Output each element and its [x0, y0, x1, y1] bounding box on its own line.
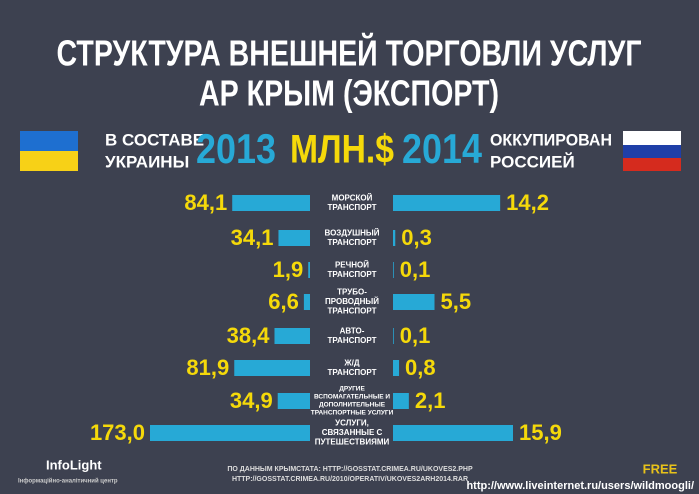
category-label: АВТО- [340, 326, 365, 335]
bar [274, 328, 310, 344]
value-label: 0,8 [405, 355, 436, 380]
value-label: 84,1 [184, 190, 227, 215]
category-label: ВОЗДУШНЫЙ [325, 228, 380, 237]
value-label: 0,1 [400, 323, 431, 348]
category-label: ДОПОЛНИТЕЛЬНЫЕ [319, 402, 386, 409]
value-label: 15,9 [519, 420, 562, 445]
value-label: 34,1 [231, 225, 274, 250]
category-label: ТРАНСПОРТНЫЕ УСЛУГИ [311, 410, 394, 417]
series-name: 2013 [196, 125, 276, 172]
category-label: ТРАНСПОРТ [328, 270, 377, 279]
value-label: 6,6 [268, 289, 299, 314]
value-label: 2,1 [415, 388, 446, 413]
value-label: 5,5 [441, 289, 472, 314]
category-label: ТРУБО- [337, 288, 367, 297]
category-label: ВСПОМАГАТЕЛЬНЫЕ И [314, 394, 390, 401]
badge: FREE [643, 461, 678, 476]
category-label: Ж/Д [343, 358, 359, 367]
source: ПО ДАННЫМ КРЫМСТАТА: HTTP://GOSSTAT.CRIM… [227, 466, 473, 473]
bar [278, 230, 310, 246]
category-label: ТРАНСПОРТ [328, 336, 377, 345]
bar [393, 195, 501, 211]
source: HTTP://GOSSTAT.CRIMEA.RU/2010/OPERATIV/U… [232, 476, 468, 483]
right-label: ОККУПИРОВАН [490, 130, 612, 149]
category-label: СВЯЗАННЫЕ С [322, 428, 383, 437]
category-label: ПУТЕШЕСТВИЯМИ [315, 438, 390, 447]
category-label: ТРАНСПОРТ [328, 238, 377, 247]
bar [393, 425, 513, 441]
category-label: РЕЧНОЙ [335, 260, 369, 269]
value-label: 38,4 [227, 323, 271, 348]
bar [393, 393, 409, 409]
category-label: УСЛУГИ, [335, 419, 369, 428]
bar [393, 328, 394, 344]
category-label: ТРАНСПОРТ [328, 203, 377, 212]
value-label: 81,9 [186, 355, 229, 380]
bar [308, 262, 310, 278]
bar [393, 262, 394, 278]
value-label: 34,9 [230, 388, 273, 413]
bar [303, 294, 310, 310]
right-label: РОССИЕЙ [490, 152, 575, 171]
value-label: 14,2 [506, 190, 549, 215]
unit: МЛН.$ [290, 128, 394, 172]
bar [150, 425, 310, 441]
value-label: 0,1 [400, 257, 431, 282]
category-label: ТРАНСПОРТ [328, 368, 377, 377]
left-label: УКРАИНЫ [105, 152, 189, 171]
logo: InfoLight [46, 457, 102, 472]
bar [393, 294, 435, 310]
russia-flag [623, 131, 681, 171]
value-label: 0,3 [401, 225, 432, 250]
value-label: 1,9 [273, 257, 304, 282]
ukraine-flag [20, 131, 78, 171]
left-label: В СОСТАВЕ [105, 130, 204, 149]
category-label: ПРОВОДНЫЙ [325, 297, 379, 306]
watermark: http://www.liveinternet.ru/users/wildmoo… [466, 480, 694, 492]
bar [393, 360, 400, 376]
title-line: СТРУКТУРА ВНЕШНЕЙ ТОРГОВЛИ УСЛУГ [57, 32, 642, 74]
bar [277, 393, 310, 409]
bar [232, 195, 310, 211]
value-label: 173,0 [90, 420, 145, 445]
series-name: 2014 [402, 125, 483, 172]
bar [393, 230, 396, 246]
title-line: АР КРЫМ (ЭКСПОРТ) [199, 73, 499, 114]
category-label: МОРСКОЙ [332, 193, 373, 202]
bar [234, 360, 310, 376]
logo-caption: Інформаційно-аналітичний центр [18, 478, 118, 485]
category-label: ДРУГИЕ [339, 386, 365, 393]
category-label: ТРАНСПОРТ [328, 307, 377, 316]
